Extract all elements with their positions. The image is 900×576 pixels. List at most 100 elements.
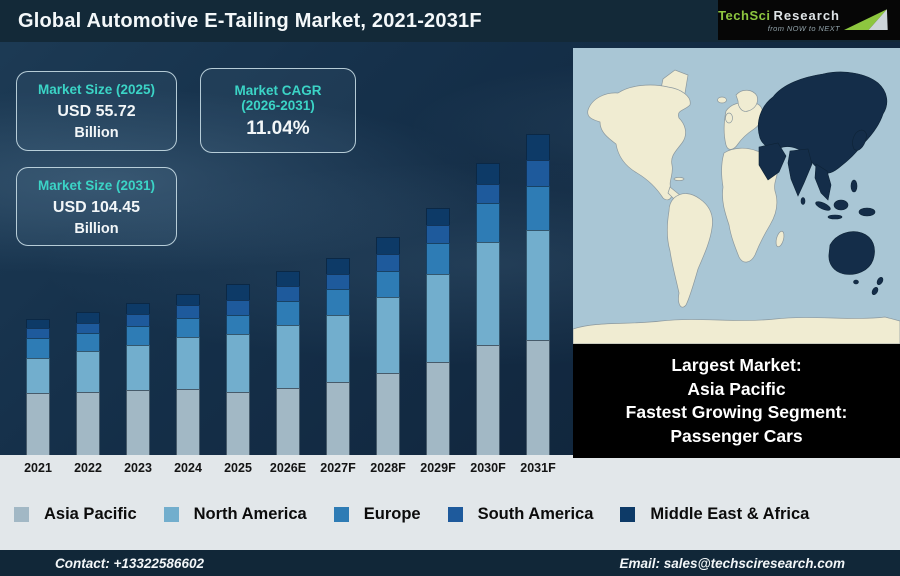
bar-segment-south-america (126, 314, 150, 327)
bar-segment-south-america (376, 254, 400, 271)
map-south-america (666, 193, 713, 308)
legend-swatch-north-america (163, 506, 179, 522)
x-axis-label-2027f: 2027F (320, 461, 356, 475)
bar-segment-europe (326, 289, 350, 316)
bar-segment-south-america (276, 286, 300, 302)
bar-segment-europe (176, 318, 200, 337)
bar-segment-europe (226, 314, 250, 334)
stat-label: Market Size (2031) (37, 177, 156, 193)
bar-segment-north-america (276, 324, 300, 388)
bar-segment-south-america (176, 305, 200, 319)
map-java (827, 214, 843, 220)
bar-segment-asia-pacific (526, 339, 550, 455)
map-landmasses (573, 69, 900, 344)
stat-unit: Billion (74, 220, 119, 237)
bar-segment-asia-pacific (476, 344, 500, 455)
bar-segment-north-america (176, 336, 200, 390)
map-north-america (587, 84, 691, 201)
map-australia (828, 231, 875, 275)
stacked-bar-chart (26, 134, 550, 455)
highlight-line: Fastest Growing Segment: (625, 402, 848, 422)
bar-segment-europe (526, 186, 550, 231)
map-tasmania (853, 279, 859, 285)
map-sumatra (815, 201, 831, 211)
legend-label-south-america: South America (477, 504, 594, 523)
bar-2022 (76, 312, 100, 455)
bar-segment-north-america (26, 358, 50, 394)
bar-segment-middle-east-africa (526, 134, 550, 161)
map-arabia (758, 142, 787, 181)
bar-2028f (376, 236, 400, 455)
stat-label: Market CAGR (234, 82, 322, 98)
bar-segment-north-america (426, 274, 450, 363)
x-axis: 2021 2022 2023 2024 2025 2026E 2027F 2028F 2029F… (0, 461, 573, 485)
stat-value: USD 55.72 (57, 103, 136, 120)
map-uk (725, 112, 733, 124)
map-sri-lanka (800, 197, 806, 205)
logo-brand-secondary: Research (773, 7, 840, 23)
x-axis-label-2031f: 2031F (520, 461, 556, 475)
footer-bar: Contact: +13322586602 Email: sales@techs… (0, 550, 900, 576)
bar-segment-middle-east-africa (226, 284, 250, 300)
bar-2031f (526, 134, 550, 455)
map-japan (852, 129, 867, 151)
stat-market-cagr: Market CAGR (2026-2031) 11.04% (200, 68, 356, 153)
header-bar: Global Automotive E-Tailing Market, 2021… (0, 0, 900, 42)
bar-segment-europe (76, 333, 100, 352)
bar-segment-asia-pacific (226, 392, 250, 455)
bar-segment-middle-east-africa (76, 312, 100, 323)
techsci-logo: TechSci Research from NOW to NEXT (718, 0, 900, 40)
x-axis-label-2023: 2023 (124, 461, 152, 475)
contact-info: Contact: +13322586602 (55, 555, 204, 571)
bar-segment-europe (476, 202, 500, 242)
highlight-box: Largest Market: Asia Pacific Fastest Gro… (573, 344, 900, 458)
bar-2024 (176, 293, 200, 455)
map-highlight-asia-pacific (757, 71, 888, 295)
bar-segment-asia-pacific (126, 389, 150, 455)
bar-segment-south-america (76, 322, 100, 334)
bar-segment-north-america (476, 242, 500, 345)
legend-item-middle-east-africa: Middle East & Africa (620, 505, 809, 524)
world-map (573, 48, 900, 344)
map-southeast-asia (814, 163, 832, 201)
stat-unit: Billion (74, 125, 119, 141)
stat-label: (2026-2031) (241, 97, 315, 113)
x-axis-label-2026e: 2026E (269, 461, 307, 475)
legend-swatch-south-america (447, 506, 463, 522)
bar-segment-middle-east-africa (126, 303, 150, 315)
bar-2026e (276, 271, 300, 455)
map-new-zealand-south (871, 287, 879, 295)
bar-segment-middle-east-africa (276, 271, 300, 287)
logo-text: TechSci Research from NOW to NEXT (718, 8, 840, 33)
x-axis-label-2025: 2025 (224, 461, 252, 475)
map-antarctica (573, 316, 900, 344)
bar-segment-middle-east-africa (176, 293, 200, 306)
bar-segment-north-america (526, 230, 550, 340)
logo-tagline: from NOW to NEXT (767, 23, 840, 33)
map-scandinavia (735, 89, 758, 112)
bar-segment-europe (376, 270, 400, 297)
legend-item-europe: Europe (333, 505, 421, 524)
bar-2025 (226, 284, 250, 455)
map-iceland (717, 96, 727, 104)
x-axis-label-2028f: 2028F (370, 461, 406, 475)
x-axis-label-2021: 2021 (24, 461, 52, 475)
bar-segment-south-america (226, 299, 250, 315)
highlight-line: Largest Market: (671, 355, 802, 375)
bar-2027f (326, 258, 350, 455)
bar-segment-asia-pacific (326, 382, 350, 455)
x-axis-label-2030f: 2030F (470, 461, 506, 475)
legend-item-north-america: North America (163, 505, 307, 524)
bar-segment-europe (276, 301, 300, 325)
world-map-svg (573, 48, 900, 344)
logo-arrow-icon (844, 9, 888, 30)
bar-segment-middle-east-africa (26, 319, 50, 329)
map-new-guinea (858, 207, 876, 217)
legend-item-asia-pacific: Asia Pacific (14, 505, 137, 524)
bar-segment-north-america (326, 315, 350, 383)
bar-segment-south-america (326, 274, 350, 290)
bar-2023 (126, 303, 150, 455)
legend-swatch-middle-east-africa (620, 506, 636, 522)
bar-segment-asia-pacific (376, 373, 400, 455)
